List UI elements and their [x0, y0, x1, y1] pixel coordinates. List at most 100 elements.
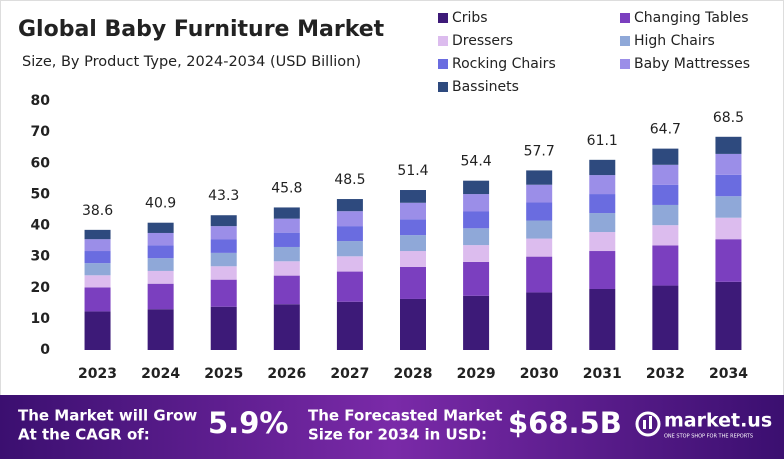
bar-segment: [210, 215, 237, 227]
bar-segment: [589, 232, 616, 252]
bar-segment: [84, 239, 111, 252]
bar-segment: [526, 292, 553, 350]
forecast-value: $68.5B: [508, 406, 622, 440]
x-tick-label: 2028: [394, 366, 433, 382]
bar-segment: [336, 211, 363, 227]
total-label: 40.9: [145, 196, 176, 212]
y-tick-label: 60: [31, 155, 51, 171]
bar-segment: [273, 246, 300, 262]
bar-segment: [273, 275, 300, 305]
x-tick-label: 2029: [457, 366, 496, 382]
x-tick-label: 2026: [267, 366, 306, 382]
bar-segment: [336, 271, 363, 302]
legend-label: High Chairs: [634, 33, 715, 49]
bar-segment: [400, 298, 426, 350]
x-tick-label: 2030: [520, 366, 559, 382]
bar-segment: [526, 220, 553, 239]
bar-segment: [84, 263, 111, 276]
legend-label: Dressers: [452, 33, 513, 49]
y-tick-label: 20: [31, 280, 51, 296]
bar-segment: [715, 281, 742, 350]
bar-segment: [526, 202, 553, 221]
bar-segment: [463, 295, 490, 350]
bar-segment: [210, 279, 237, 307]
bar-segment: [210, 226, 237, 240]
y-tick-label: 50: [31, 186, 51, 202]
forecast-text: The Forecasted Market: [308, 407, 502, 425]
x-tick-label: 2032: [646, 366, 685, 382]
bar-segment: [84, 229, 111, 240]
total-label: 61.1: [587, 133, 618, 149]
bar-segment: [652, 164, 679, 185]
bar-segment: [463, 228, 490, 246]
legend-swatch: [438, 82, 448, 92]
legend-label: Bassinets: [452, 79, 519, 95]
bar-segment: [273, 304, 300, 350]
legend-label: Changing Tables: [634, 10, 749, 26]
bar-segment: [463, 245, 490, 262]
bar-segment: [336, 301, 363, 350]
bar-segment: [147, 222, 174, 233]
total-label: 45.8: [271, 180, 302, 196]
legend-swatch: [620, 13, 630, 23]
legend-label: Rocking Chairs: [452, 56, 556, 72]
total-label: 43.3: [208, 188, 239, 204]
legend-swatch: [620, 36, 630, 46]
x-tick-label: 2025: [204, 366, 243, 382]
y-tick-label: 80: [31, 93, 51, 109]
legend-swatch: [438, 36, 448, 46]
bar-segment: [589, 251, 616, 289]
footer-banner: [0, 395, 784, 459]
legend-swatch: [620, 59, 630, 69]
bar-segment: [463, 194, 490, 212]
bar-segment: [147, 309, 174, 350]
bar-segment: [715, 174, 742, 197]
bar-segment: [273, 207, 300, 219]
y-tick-label: 40: [31, 218, 51, 234]
x-tick-label: 2027: [330, 366, 369, 382]
bar-segment: [526, 184, 553, 203]
x-tick-label: 2023: [78, 366, 117, 382]
bar-segment: [589, 159, 616, 176]
bar-segment: [589, 194, 616, 214]
bar-segment: [715, 153, 742, 175]
total-label: 48.5: [334, 172, 365, 188]
bar-segment: [147, 283, 174, 310]
bar-segment: [463, 211, 490, 229]
bar-segment: [400, 190, 426, 203]
bar-segment: [336, 241, 363, 257]
total-label: 38.6: [82, 203, 113, 219]
bar-segment: [652, 225, 679, 246]
y-tick-label: 0: [40, 342, 50, 358]
total-label: 68.5: [713, 110, 744, 126]
total-label: 51.4: [397, 163, 428, 179]
total-label: 57.7: [524, 143, 555, 159]
bar-segment: [463, 261, 490, 296]
bar-segment: [273, 261, 300, 276]
bar-segment: [210, 252, 237, 267]
bar-segment: [652, 204, 679, 226]
bar-segment: [210, 306, 237, 350]
brand-logo: [635, 411, 661, 437]
bar-segment: [400, 266, 426, 299]
x-tick-label: 2024: [141, 366, 180, 382]
bar-segment: [273, 218, 300, 233]
bar-segment: [84, 275, 111, 288]
bar-segment: [715, 239, 742, 282]
bar-segment: [147, 232, 174, 246]
bar-segment: [336, 226, 363, 242]
bar-segment: [526, 238, 553, 257]
legend-label: Baby Mattresses: [634, 56, 750, 72]
y-tick-label: 30: [31, 249, 51, 265]
bar-segment: [715, 217, 742, 240]
bar-segment: [715, 136, 742, 154]
bar-segment: [715, 196, 742, 218]
bar-segment: [84, 251, 111, 264]
cagr-value: 5.9%: [208, 406, 288, 440]
bar-segment: [147, 270, 174, 284]
bar-segment: [463, 180, 490, 195]
cagr-text: At the CAGR of:: [18, 426, 150, 444]
bar-segment: [652, 245, 679, 286]
bar-segment: [84, 311, 111, 350]
bar-segment: [84, 287, 111, 312]
